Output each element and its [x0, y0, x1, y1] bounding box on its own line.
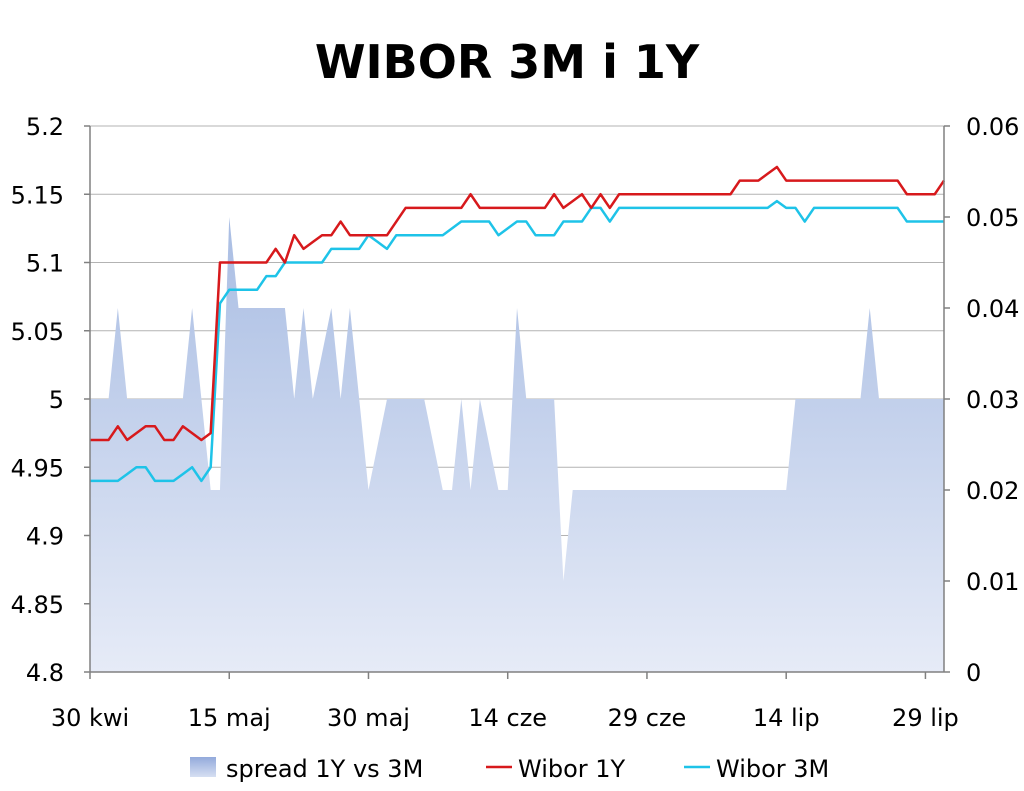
line-layer — [90, 165, 946, 483]
x-tick-label: 14 cze — [468, 704, 547, 732]
spread-area-layer — [90, 217, 944, 672]
series-line-wibor-1y — [90, 165, 946, 442]
legend-swatch-spread — [190, 757, 216, 777]
x-tick-label: 15 maj — [188, 704, 271, 732]
spread-area — [90, 217, 944, 672]
y-left-tick-label: 4.85 — [11, 591, 64, 619]
y-left-tick-label: 5.15 — [11, 181, 64, 209]
y-left-tick-label: 4.9 — [26, 523, 64, 551]
x-tick-label: 30 maj — [327, 704, 410, 732]
y-right-tick-label: 0.02 — [966, 477, 1019, 505]
y-right-tick-label: 0.05 — [966, 204, 1019, 232]
legend: spread 1Y vs 3M Wibor 1Y Wibor 3M — [190, 755, 829, 783]
y-right-tick-label: 0.04 — [966, 295, 1019, 323]
chart-title: WIBOR 3M i 1Y — [315, 35, 700, 89]
legend-label-wibor-1y: Wibor 1Y — [518, 755, 626, 783]
x-tick-label: 29 cze — [608, 704, 687, 732]
series-line-wibor-3m — [90, 199, 944, 483]
x-tick-label: 29 lip — [892, 704, 959, 732]
tick-labels: 4.8 4.85 4.9 4.95 5 5.05 5.1 5.15 5.2 0 0.01 0.02 0.… — [11, 113, 1020, 732]
x-tick-label: 14 lip — [753, 704, 820, 732]
x-tick-label: 30 kwi — [51, 704, 129, 732]
y-right-tick-label: 0 — [966, 659, 981, 687]
y-right-tick-label: 0.06 — [966, 113, 1019, 141]
y-left-tick-label: 5 — [49, 386, 64, 414]
y-left-tick-label: 5.2 — [26, 113, 64, 141]
y-right-tick-label: 0.01 — [966, 568, 1019, 596]
y-left-tick-label: 4.8 — [26, 659, 64, 687]
y-left-tick-label: 5.05 — [11, 318, 64, 346]
legend-label-wibor-3m: Wibor 3M — [716, 755, 829, 783]
y-left-tick-label: 5.1 — [26, 250, 64, 278]
axes — [84, 125, 950, 679]
legend-label-spread: spread 1Y vs 3M — [226, 755, 423, 783]
y-left-tick-label: 4.95 — [11, 454, 64, 482]
y-right-tick-label: 0.03 — [966, 386, 1019, 414]
